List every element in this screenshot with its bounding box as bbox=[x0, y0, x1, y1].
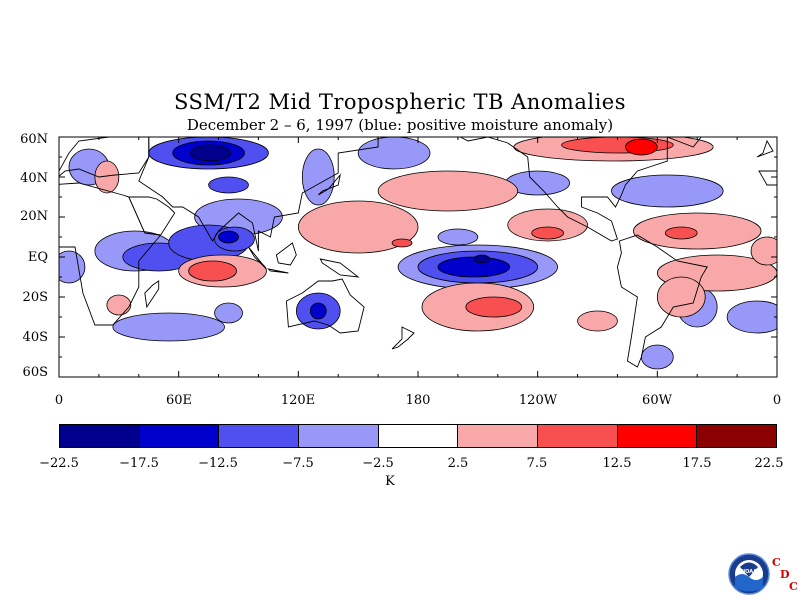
coastline bbox=[459, 137, 668, 242]
moisture-anomaly-negative bbox=[726, 300, 777, 334]
moisture-anomaly-negative bbox=[611, 174, 724, 208]
cdc-letter-c2: C bbox=[789, 580, 798, 593]
colorbar bbox=[59, 424, 777, 448]
colorbar-swatch bbox=[697, 425, 777, 447]
colorbar-swatch bbox=[299, 425, 379, 447]
moisture-anomaly-negative bbox=[437, 228, 479, 246]
coastline bbox=[319, 258, 360, 278]
colorbar-tick: −7.5 bbox=[282, 456, 314, 471]
lat-label-40n: 40N bbox=[20, 171, 48, 186]
coastline bbox=[733, 127, 749, 129]
coastline bbox=[248, 246, 267, 270]
moisture-anomaly-positive bbox=[465, 296, 523, 318]
moisture-anomaly-negative bbox=[437, 256, 511, 278]
colorbar-units: K bbox=[385, 474, 395, 489]
moisture-anomaly-positive bbox=[391, 238, 413, 248]
coastline bbox=[144, 280, 160, 309]
lon-label-60e: 60E bbox=[165, 393, 193, 408]
coastline bbox=[317, 173, 341, 196]
coastline bbox=[616, 234, 708, 368]
lon-label-120e: 120E bbox=[280, 393, 316, 408]
chart-title: SSM/T2 Mid Tropospheric TB Anomalies bbox=[173, 90, 627, 114]
colorbar-swatch bbox=[139, 425, 220, 447]
coastline bbox=[138, 137, 379, 252]
coastline bbox=[756, 139, 774, 158]
coastline bbox=[391, 326, 415, 350]
moisture-anomaly-negative bbox=[309, 302, 327, 320]
moisture-anomaly-negative bbox=[473, 254, 491, 264]
coastline bbox=[267, 268, 289, 274]
coastline bbox=[275, 242, 297, 266]
lat-label-20s: 20S bbox=[22, 290, 48, 305]
moisture-anomaly-negative bbox=[214, 302, 243, 324]
lon-label-0-west: 0 bbox=[54, 393, 64, 408]
lat-label-eq: EQ bbox=[27, 250, 48, 265]
cdc-letter-c1: C bbox=[772, 556, 781, 569]
moisture-anomaly-positive bbox=[633, 212, 762, 250]
moisture-anomaly-negative bbox=[301, 148, 335, 206]
moisture-anomaly-negative bbox=[218, 230, 239, 244]
moisture-anomaly-positive bbox=[664, 226, 698, 240]
coastline bbox=[285, 278, 365, 334]
moisture-anomaly-negative bbox=[357, 137, 431, 170]
coastline bbox=[59, 137, 150, 178]
lat-label-40s: 40S bbox=[22, 330, 48, 345]
moisture-anomaly-negative bbox=[190, 144, 231, 162]
colorbar-tick: 12.5 bbox=[602, 456, 632, 471]
lon-label-0-east: 0 bbox=[772, 393, 782, 408]
moisture-anomaly-positive bbox=[297, 200, 419, 254]
moisture-anomaly-positive bbox=[531, 226, 564, 240]
colorbar-swatch bbox=[538, 425, 618, 447]
coastline bbox=[657, 137, 702, 148]
colorbar-tick: −2.5 bbox=[362, 456, 394, 471]
anomaly-map bbox=[58, 127, 778, 378]
colorbar-swatch bbox=[378, 425, 459, 447]
cdc-letter-d: D bbox=[780, 568, 790, 581]
lat-label-20n: 20N bbox=[20, 209, 48, 224]
colorbar-tick: −17.5 bbox=[119, 456, 159, 471]
moisture-anomaly-positive bbox=[625, 138, 658, 156]
lon-label-180: 180 bbox=[405, 393, 431, 408]
moisture-anomaly-negative bbox=[640, 344, 674, 370]
colorbar-tick: 7.5 bbox=[526, 456, 548, 471]
colorbar-swatch bbox=[617, 425, 698, 447]
lon-label-60w: 60W bbox=[642, 393, 672, 408]
noaa-emblem-text: NOAA bbox=[741, 569, 757, 575]
lon-label-120w: 120W bbox=[518, 393, 558, 408]
moisture-anomaly-negative bbox=[208, 176, 249, 194]
colorbar-swatch bbox=[219, 425, 300, 447]
moisture-anomaly-positive bbox=[750, 236, 777, 266]
moisture-anomaly-negative bbox=[59, 250, 86, 284]
colorbar-swatch bbox=[458, 425, 539, 447]
moisture-anomaly-positive bbox=[377, 170, 519, 212]
moisture-anomaly-positive bbox=[188, 260, 237, 282]
moisture-anomaly-negative bbox=[112, 312, 225, 342]
colorbar-tick: 22.5 bbox=[754, 456, 784, 471]
colorbar-tick: 17.5 bbox=[682, 456, 712, 471]
coastline bbox=[758, 170, 777, 186]
lat-label-60n: 60N bbox=[20, 132, 48, 147]
colorbar-tick: 2.5 bbox=[447, 456, 469, 471]
coastline bbox=[128, 196, 176, 236]
colorbar-tick: −12.5 bbox=[198, 456, 238, 471]
moisture-anomaly-positive bbox=[577, 310, 618, 332]
chart-subtitle: December 2 – 6, 1997 (blue: positive moi… bbox=[186, 116, 614, 134]
moisture-anomaly-positive bbox=[94, 160, 120, 194]
colorbar-swatch bbox=[60, 425, 140, 447]
coastline bbox=[59, 182, 162, 326]
noaa-emblem-icon: NOAA bbox=[728, 553, 770, 595]
moisture-anomaly-positive bbox=[656, 276, 706, 318]
lat-label-60s: 60S bbox=[22, 365, 48, 380]
moisture-anomaly-positive bbox=[106, 294, 132, 316]
colorbar-tick: −22.5 bbox=[39, 456, 79, 471]
